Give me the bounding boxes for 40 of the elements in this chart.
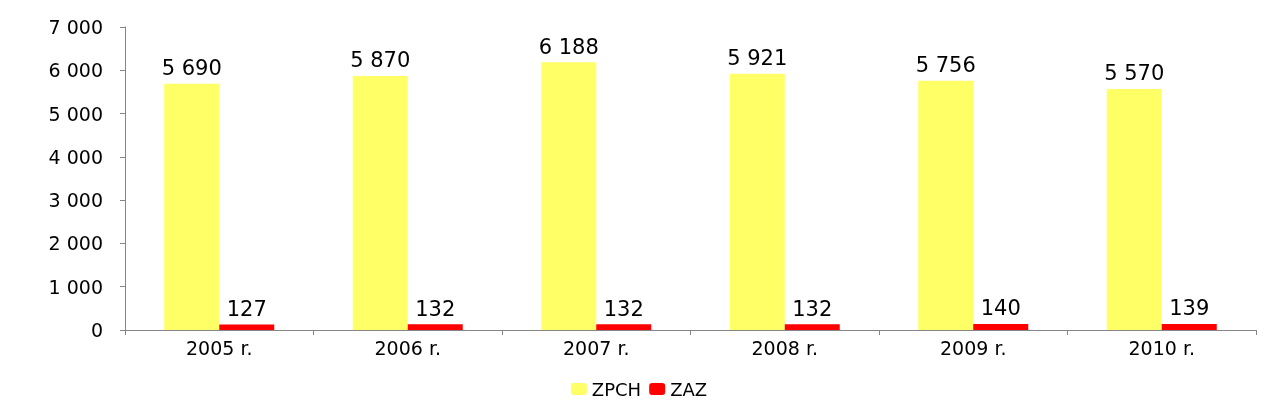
data-label: 132 <box>603 296 644 321</box>
y-tick-label: 6 000 <box>48 59 103 82</box>
y-tick-label: 5 000 <box>48 102 103 125</box>
data-label: 140 <box>980 296 1021 321</box>
data-label: 132 <box>415 296 456 321</box>
data-label: 6 188 <box>538 34 599 59</box>
y-tick-label: 1 000 <box>48 275 103 298</box>
data-label: 139 <box>1169 296 1210 321</box>
data-label: 127 <box>226 297 267 321</box>
data-label: 5 921 <box>727 46 788 71</box>
x-tick-label: 2009 r. <box>940 336 1007 359</box>
x-tick-label: 2006 r. <box>374 336 441 359</box>
legend-label: ZAZ <box>670 378 708 400</box>
bar <box>352 75 408 330</box>
bar <box>784 324 840 330</box>
y-tick-label: 0 <box>90 319 103 341</box>
bar <box>973 323 1029 330</box>
data-label: 5 690 <box>161 56 222 81</box>
bar <box>918 80 974 330</box>
y-tick-label: 3 000 <box>48 189 103 212</box>
bar <box>164 83 220 330</box>
data-label: 132 <box>792 296 833 321</box>
y-tick-label: 2 000 <box>48 232 103 255</box>
data-label: 5 570 <box>1104 61 1165 86</box>
bar <box>596 324 652 330</box>
y-tick-label: 7 000 <box>48 16 103 38</box>
x-tick-label: 2007 r. <box>563 336 630 359</box>
bar <box>1161 323 1217 330</box>
x-tick-label: 2008 r. <box>751 336 818 359</box>
data-label: 5 756 <box>915 53 976 78</box>
x-tick-label: 2005 r. <box>186 336 253 359</box>
bar <box>729 73 785 330</box>
data-label: 5 870 <box>350 48 411 73</box>
bar <box>1106 88 1162 330</box>
bar <box>407 324 463 330</box>
x-tick-label: 2010 r. <box>1128 336 1195 359</box>
legend-label: ZPCH <box>591 378 642 400</box>
bar <box>219 324 275 330</box>
y-tick-label: 4 000 <box>48 145 103 168</box>
bar <box>541 62 597 330</box>
